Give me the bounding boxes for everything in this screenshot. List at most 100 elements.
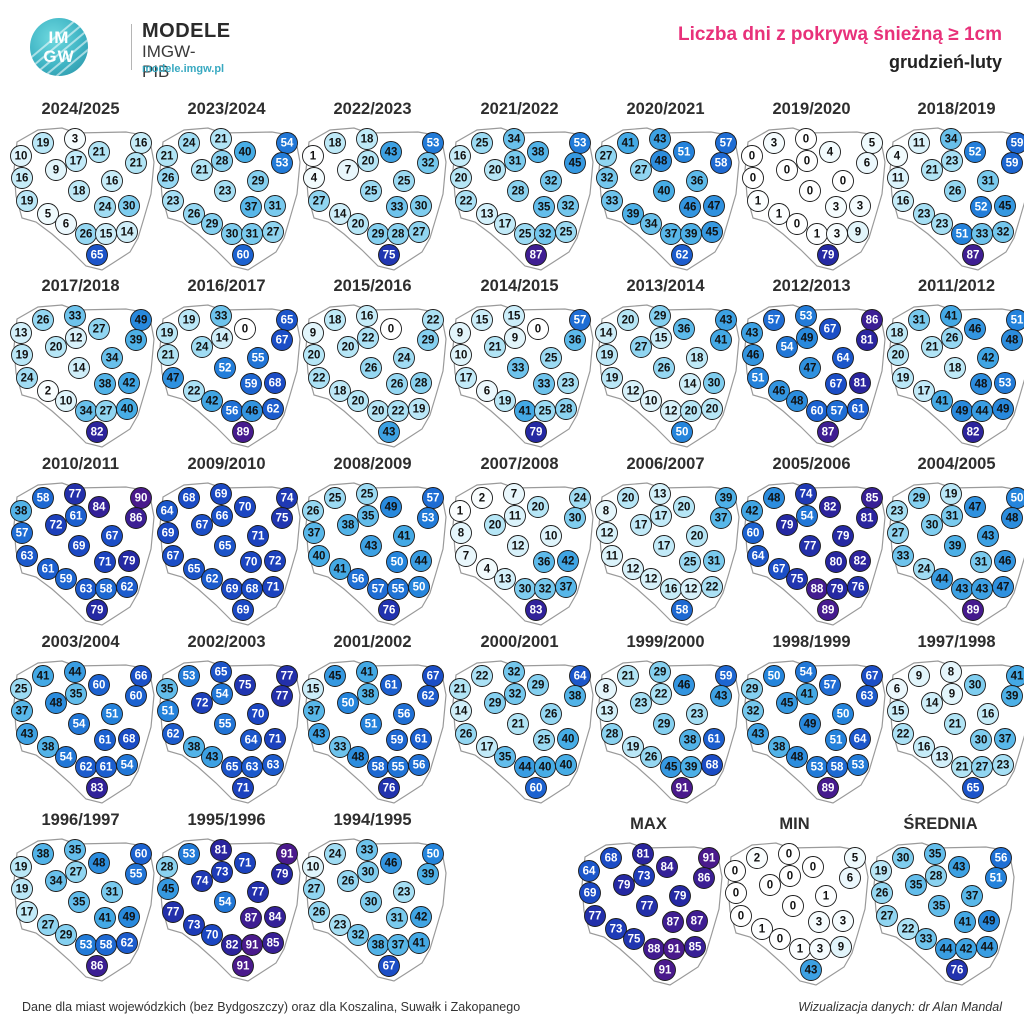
city-circle — [525, 421, 547, 443]
city-marker: 46 — [994, 550, 1016, 572]
city-circle — [630, 159, 652, 181]
city-value: 21 — [196, 165, 209, 177]
city-marker: 51 — [825, 729, 847, 751]
city-value: 48 — [50, 698, 63, 710]
city-value: 53 — [800, 311, 813, 323]
city-circle — [65, 683, 87, 705]
city-circle — [386, 196, 408, 218]
city-marker: 51 — [1006, 309, 1024, 331]
city-circle — [832, 347, 854, 369]
city-marker: 65 — [276, 309, 298, 331]
panel-label: 1996/1997 — [41, 811, 120, 829]
city-circle — [977, 170, 999, 192]
city-value: 30 — [365, 897, 378, 909]
city-circle — [308, 367, 330, 389]
city-circle — [693, 867, 715, 889]
city-value: 69 — [162, 528, 175, 540]
city-circle — [564, 152, 586, 174]
city-value: 41 — [334, 564, 347, 576]
city-circle — [600, 847, 622, 869]
city-value: 72 — [196, 698, 209, 710]
city-circle — [596, 167, 618, 189]
city-value: 19 — [606, 373, 619, 385]
city-circle — [961, 885, 983, 907]
city-marker: 13 — [649, 483, 671, 505]
city-value: 21 — [489, 342, 502, 354]
city-circle — [825, 373, 847, 395]
city-value: 75 — [791, 574, 804, 586]
city-value: 6 — [484, 386, 490, 398]
city-marker: 21 — [484, 336, 506, 358]
city-value: 25 — [519, 229, 532, 241]
city-marker: 36 — [564, 329, 586, 351]
city-value: 17 — [460, 373, 473, 385]
city-marker: 42 — [741, 500, 763, 522]
city-marker: 59 — [1006, 132, 1024, 154]
city-circle — [201, 924, 223, 946]
city-value: 20 — [691, 531, 704, 543]
city-value: 43 — [715, 691, 728, 703]
city-marker: 85 — [684, 936, 706, 958]
city-value: 41 — [361, 667, 374, 679]
city-circle — [656, 856, 678, 878]
city-value: 9 — [949, 689, 955, 701]
city-circle — [795, 305, 817, 327]
city-marker: 27 — [303, 878, 325, 900]
city-marker: 30 — [514, 578, 536, 600]
city-marker: 43 — [378, 421, 400, 443]
city-value: 65 — [281, 315, 294, 327]
city-marker: 82 — [819, 496, 841, 518]
city-marker: 60 — [130, 843, 152, 865]
panel-label: 2016/2017 — [187, 277, 266, 295]
city-marker: 48 — [650, 150, 672, 172]
city-marker: 11 — [504, 505, 526, 527]
city-marker: 3 — [809, 938, 831, 960]
city-marker: 10 — [55, 390, 77, 412]
city-circle — [178, 309, 200, 331]
city-value: 61 — [100, 762, 113, 774]
logo-url[interactable]: modele.imgw.pl — [142, 63, 225, 75]
city-circle — [673, 496, 695, 518]
city-marker: 49 — [992, 398, 1014, 420]
city-circle — [825, 729, 847, 751]
city-marker: 6 — [839, 867, 861, 889]
city-marker: 20 — [347, 213, 369, 235]
city-marker: 31 — [703, 550, 725, 572]
city-value: 42 — [123, 378, 136, 390]
city-marker: 18 — [329, 380, 351, 402]
city-value: 31 — [269, 201, 282, 213]
city-value: 15 — [476, 315, 489, 327]
city-circle — [504, 505, 526, 527]
city-marker: 32 — [347, 924, 369, 946]
city-circle — [264, 550, 286, 572]
city-value: 71 — [252, 531, 265, 543]
city-circle — [65, 505, 87, 527]
city-circle — [776, 159, 798, 181]
city-value: 58 — [100, 584, 113, 596]
city-circle — [264, 728, 286, 750]
logo-badge-top: IM — [48, 28, 70, 47]
map-panel: 2013/2014 20 29 43 36 14 41 19 27 15 18 19 26 12 30 10 1… — [593, 277, 740, 448]
city-marker: 49 — [978, 910, 1000, 932]
city-marker: 17 — [476, 736, 498, 758]
city-marker: 74 — [191, 870, 213, 892]
city-value: 43 — [720, 315, 733, 327]
city-circle — [156, 500, 178, 522]
city-marker: 80 — [825, 551, 847, 573]
city-circle — [45, 870, 67, 892]
city-value: 91 — [676, 783, 689, 795]
city-marker: 64 — [849, 728, 871, 750]
city-value: 36 — [691, 176, 704, 188]
city-marker: 26 — [653, 357, 675, 379]
city-marker: 26 — [386, 373, 408, 395]
city-circle — [55, 568, 77, 590]
city-marker: 19 — [408, 398, 430, 420]
city-value: 49 — [997, 404, 1010, 416]
city-value: 15 — [100, 229, 113, 241]
city-marker: 0 — [380, 318, 402, 340]
map-panel: 2004/2005 29 19 50 47 23 48 27 30 31 43 33 39 24 46 44 3… — [884, 455, 1024, 626]
city-circle — [870, 860, 892, 882]
city-marker: 71 — [247, 525, 269, 547]
city-marker: 1 — [747, 190, 769, 212]
city-value: 13 — [15, 328, 28, 340]
